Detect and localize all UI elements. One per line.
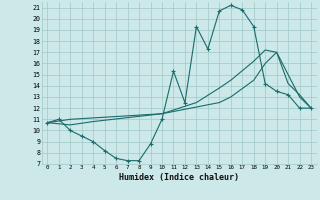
X-axis label: Humidex (Indice chaleur): Humidex (Indice chaleur) <box>119 173 239 182</box>
